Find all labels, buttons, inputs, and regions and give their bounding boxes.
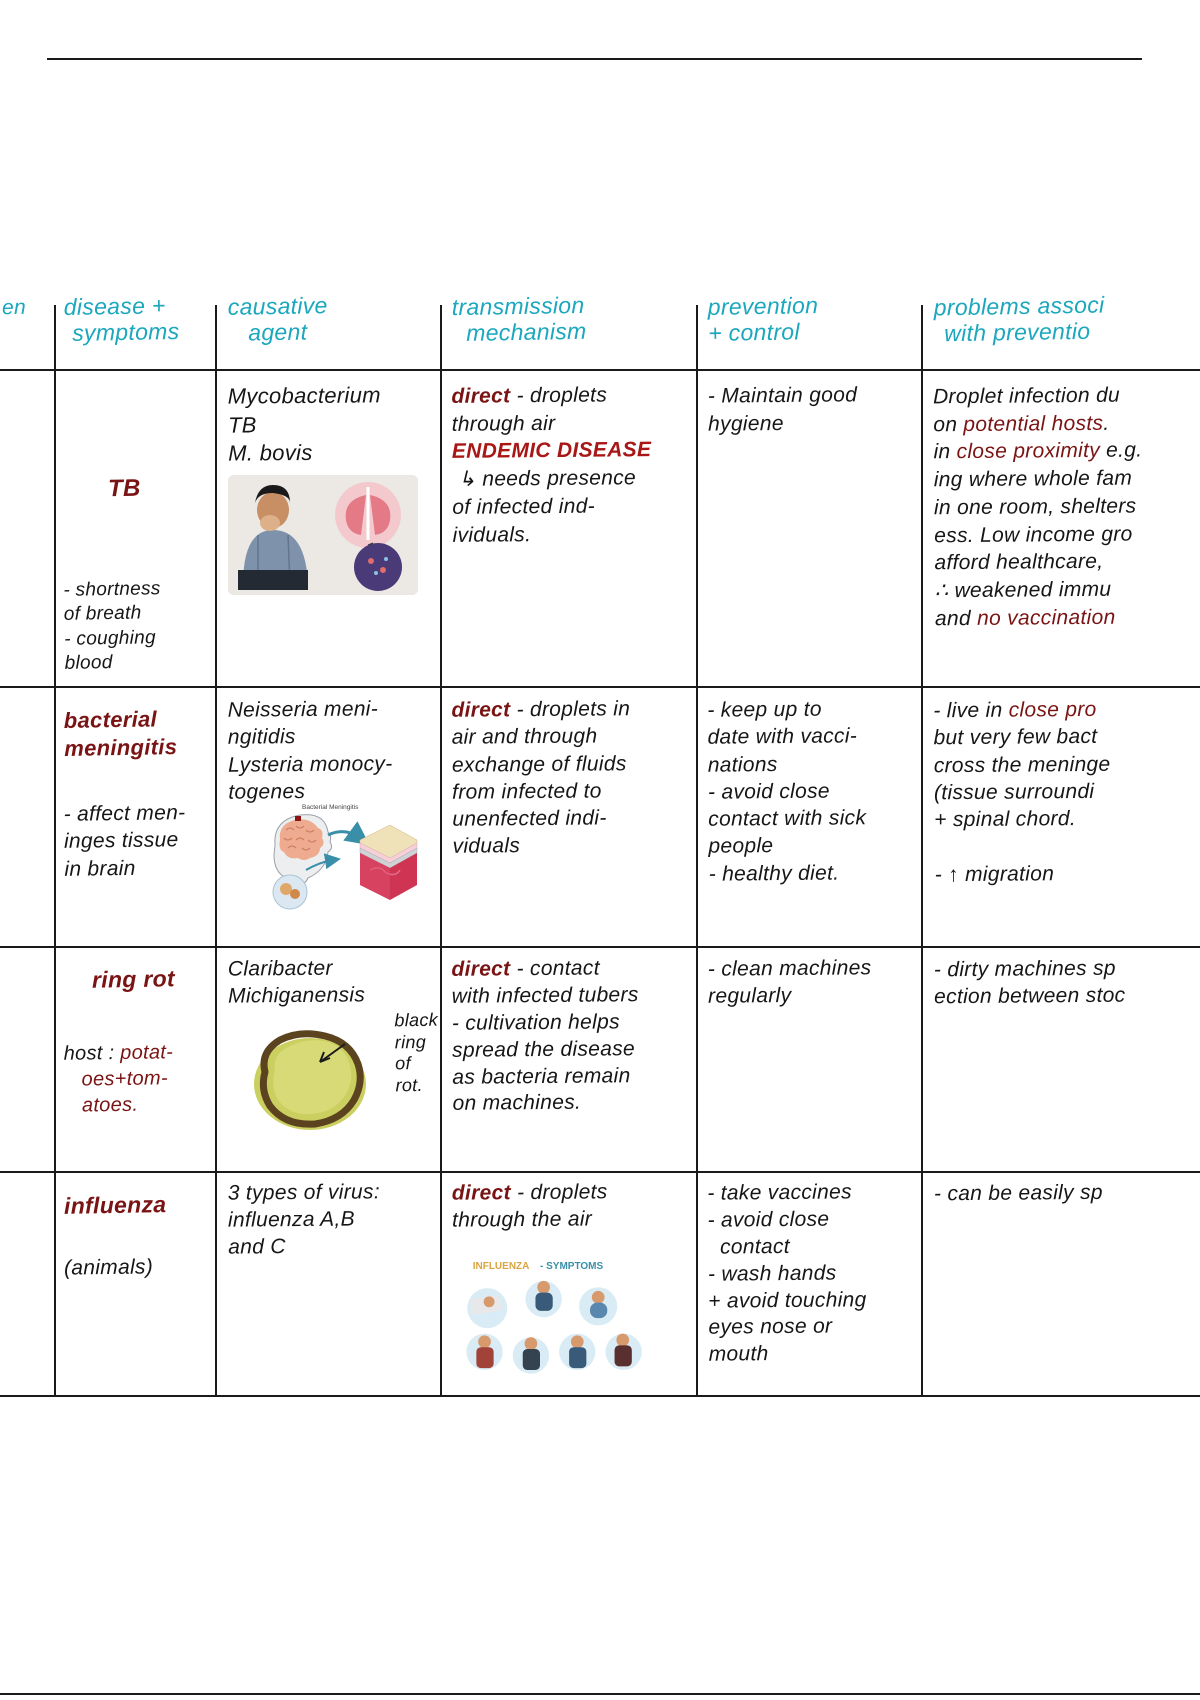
svg-text:- SYMPTOMS: - SYMPTOMS — [540, 1261, 603, 1272]
svg-text:INFLUENZA: INFLUENZA — [473, 1261, 530, 1272]
svg-text:Bacterial Meningitis: Bacterial Meningitis — [302, 804, 359, 811]
